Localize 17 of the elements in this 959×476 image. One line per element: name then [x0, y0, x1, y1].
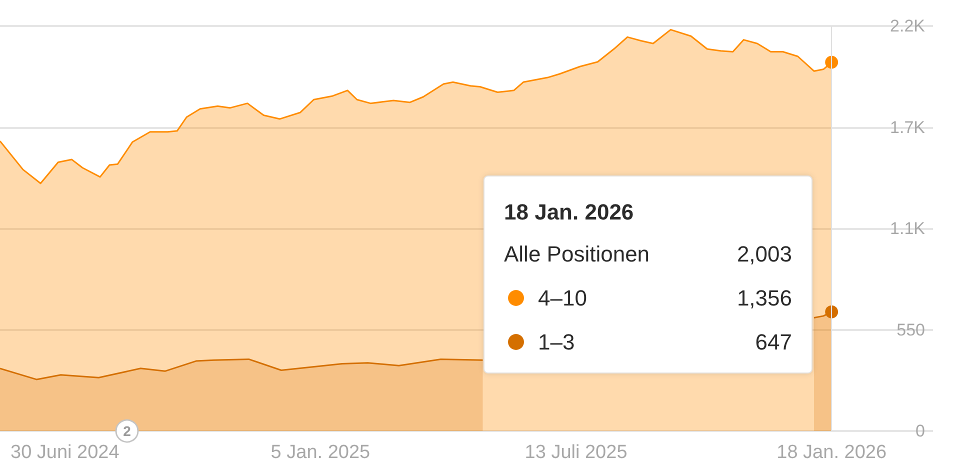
annotation: 4–10: [538, 286, 587, 310]
annotation: 2: [123, 423, 132, 439]
x-tick-label: 30 Juni 2024: [10, 442, 120, 463]
annotation: 1,356: [736, 286, 792, 310]
legend-label: 1–3: [538, 330, 575, 354]
annotation: 647: [755, 330, 792, 354]
annotation: 18 Jan. 2026: [504, 200, 634, 224]
y-tick-label: 1.7K: [890, 118, 926, 137]
annotation: 2,003: [736, 242, 792, 266]
y-tick-label: 550: [896, 320, 925, 340]
y-tick-label: 1.1K: [890, 219, 926, 238]
y-tick-label: 2.2K: [890, 16, 926, 36]
series-label: Alle Positionen: [504, 242, 650, 266]
x-tick-label: 18 Jan. 2026: [776, 442, 887, 463]
x-tick-label: 13 Juli 2025: [524, 442, 628, 463]
y-tick-label: 0: [916, 422, 925, 440]
x-tick-label: 5 Jan. 2025: [270, 442, 370, 463]
